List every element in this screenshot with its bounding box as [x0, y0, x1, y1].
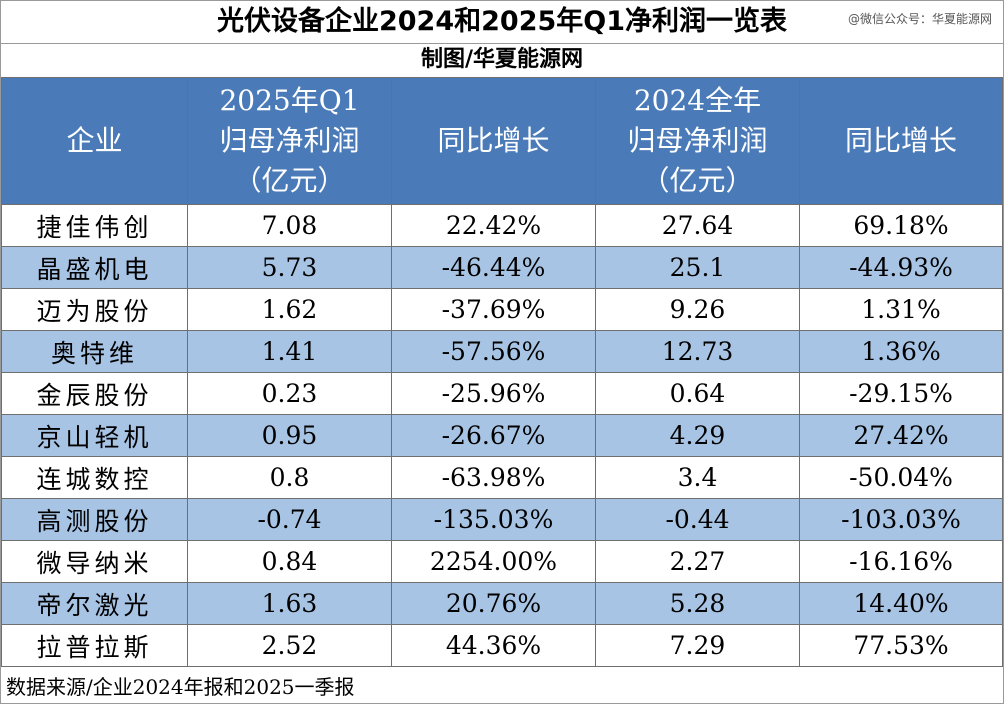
fy-yoy-cell: -50.04%: [799, 456, 1003, 499]
fy-profit-cell: 5.28: [595, 582, 800, 625]
company-cell: 连城数控: [1, 456, 188, 499]
q1-profit-cell: 7.08: [187, 204, 392, 247]
fy-yoy-cell: -44.93%: [799, 246, 1003, 289]
table-row: 捷佳伟创 7.08 22.42% 27.64 69.18%: [1, 204, 1003, 247]
q1-profit-cell: 5.73: [187, 246, 392, 289]
company-cell: 晶盛机电: [1, 246, 188, 289]
header-fy-profit-line3: （亿元）: [641, 164, 754, 197]
header-q1-profit-line2: 归母净利润: [219, 124, 360, 157]
chart-credit: 制图/华夏能源网: [420, 47, 584, 72]
fy-profit-cell: 12.73: [595, 330, 800, 373]
q1-profit-cell: 1.41: [187, 330, 392, 373]
q1-profit-cell: 0.8: [187, 456, 392, 499]
fy-yoy-cell: 27.42%: [799, 414, 1003, 457]
fy-profit-cell: 27.64: [595, 204, 800, 247]
company-cell: 高测股份: [1, 498, 188, 541]
fy-profit-cell: 7.29: [595, 624, 800, 667]
watermark: @微信公众号：华夏能源网: [847, 12, 992, 26]
title-row: 光伏设备企业2024和2025年Q1净利润一览表 @微信公众号：华夏能源网: [0, 0, 1004, 44]
header-company: 企业: [1, 77, 188, 205]
header-q1-profit-line3: （亿元）: [233, 164, 346, 197]
q1-profit-cell: 0.23: [187, 372, 392, 415]
q1-yoy-cell: 22.42%: [391, 204, 596, 247]
fy-profit-cell: 25.1: [595, 246, 800, 289]
header-row: 企业 2025年Q1 归母净利润 （亿元） 同比增长 2024全年 归母净利润 …: [1, 77, 1003, 205]
table-row: 金辰股份 0.23 -25.96% 0.64 -29.15%: [1, 372, 1003, 415]
table-row: 迈为股份 1.62 -37.69% 9.26 1.31%: [1, 288, 1003, 331]
table-row: 帝尔激光 1.63 20.76% 5.28 14.40%: [1, 582, 1003, 625]
profit-table: 企业 2025年Q1 归母净利润 （亿元） 同比增长 2024全年 归母净利润 …: [1, 77, 1003, 667]
header-q1-profit-line1: 2025年Q1: [219, 84, 360, 117]
fy-profit-cell: -0.44: [595, 498, 800, 541]
fy-profit-cell: 3.4: [595, 456, 800, 499]
header-fy-profit: 2024全年 归母净利润 （亿元）: [595, 77, 800, 205]
fy-yoy-cell: 69.18%: [799, 204, 1003, 247]
company-cell: 帝尔激光: [1, 582, 188, 625]
company-cell: 拉普拉斯: [1, 624, 188, 667]
q1-profit-cell: 0.95: [187, 414, 392, 457]
q1-yoy-cell: -25.96%: [391, 372, 596, 415]
table-row: 京山轻机 0.95 -26.67% 4.29 27.42%: [1, 414, 1003, 457]
company-cell: 微导纳米: [1, 540, 188, 583]
q1-yoy-cell: -63.98%: [391, 456, 596, 499]
company-cell: 金辰股份: [1, 372, 188, 415]
table-row: 连城数控 0.8 -63.98% 3.4 -50.04%: [1, 456, 1003, 499]
fy-profit-cell: 0.64: [595, 372, 800, 415]
fy-yoy-cell: 1.31%: [799, 288, 1003, 331]
table-row: 微导纳米 0.84 2254.00% 2.27 -16.16%: [1, 540, 1003, 583]
table-row: 拉普拉斯 2.52 44.36% 7.29 77.53%: [1, 624, 1003, 667]
company-cell: 捷佳伟创: [1, 204, 188, 247]
company-cell: 京山轻机: [1, 414, 188, 457]
q1-profit-cell: 1.63: [187, 582, 392, 625]
q1-profit-cell: 1.62: [187, 288, 392, 331]
q1-yoy-cell: -57.56%: [391, 330, 596, 373]
header-fy-profit-line1: 2024全年: [633, 84, 762, 117]
q1-yoy-cell: -37.69%: [391, 288, 596, 331]
header-q1-yoy: 同比增长: [391, 77, 596, 205]
q1-yoy-cell: 2254.00%: [391, 540, 596, 583]
fy-profit-cell: 9.26: [595, 288, 800, 331]
company-cell: 迈为股份: [1, 288, 188, 331]
q1-yoy-cell: 20.76%: [391, 582, 596, 625]
q1-profit-cell: -0.74: [187, 498, 392, 541]
data-source-note: 数据来源/企业2024年报和2025一季报: [6, 675, 355, 699]
table-row: 晶盛机电 5.73 -46.44% 25.1 -44.93%: [1, 246, 1003, 289]
q1-yoy-cell: -46.44%: [391, 246, 596, 289]
fy-yoy-cell: 1.36%: [799, 330, 1003, 373]
header-fy-profit-line2: 归母净利润: [627, 124, 768, 157]
fy-yoy-cell: 77.53%: [799, 624, 1003, 667]
fy-profit-cell: 2.27: [595, 540, 800, 583]
q1-profit-cell: 0.84: [187, 540, 392, 583]
company-cell: 奥特维: [1, 330, 188, 373]
fy-yoy-cell: 14.40%: [799, 582, 1003, 625]
q1-profit-cell: 2.52: [187, 624, 392, 667]
fy-yoy-cell: -29.15%: [799, 372, 1003, 415]
header-q1-profit: 2025年Q1 归母净利润 （亿元）: [187, 77, 392, 205]
fy-profit-cell: 4.29: [595, 414, 800, 457]
table-row: 高测股份 -0.74 -135.03% -0.44 -103.03%: [1, 498, 1003, 541]
table-row: 奥特维 1.41 -57.56% 12.73 1.36%: [1, 330, 1003, 373]
fy-yoy-cell: -16.16%: [799, 540, 1003, 583]
header-fy-yoy: 同比增长: [799, 77, 1003, 205]
fy-yoy-cell: -103.03%: [799, 498, 1003, 541]
q1-yoy-cell: 44.36%: [391, 624, 596, 667]
q1-yoy-cell: -135.03%: [391, 498, 596, 541]
q1-yoy-cell: -26.67%: [391, 414, 596, 457]
table-title: 光伏设备企业2024和2025年Q1净利润一览表: [216, 6, 788, 37]
